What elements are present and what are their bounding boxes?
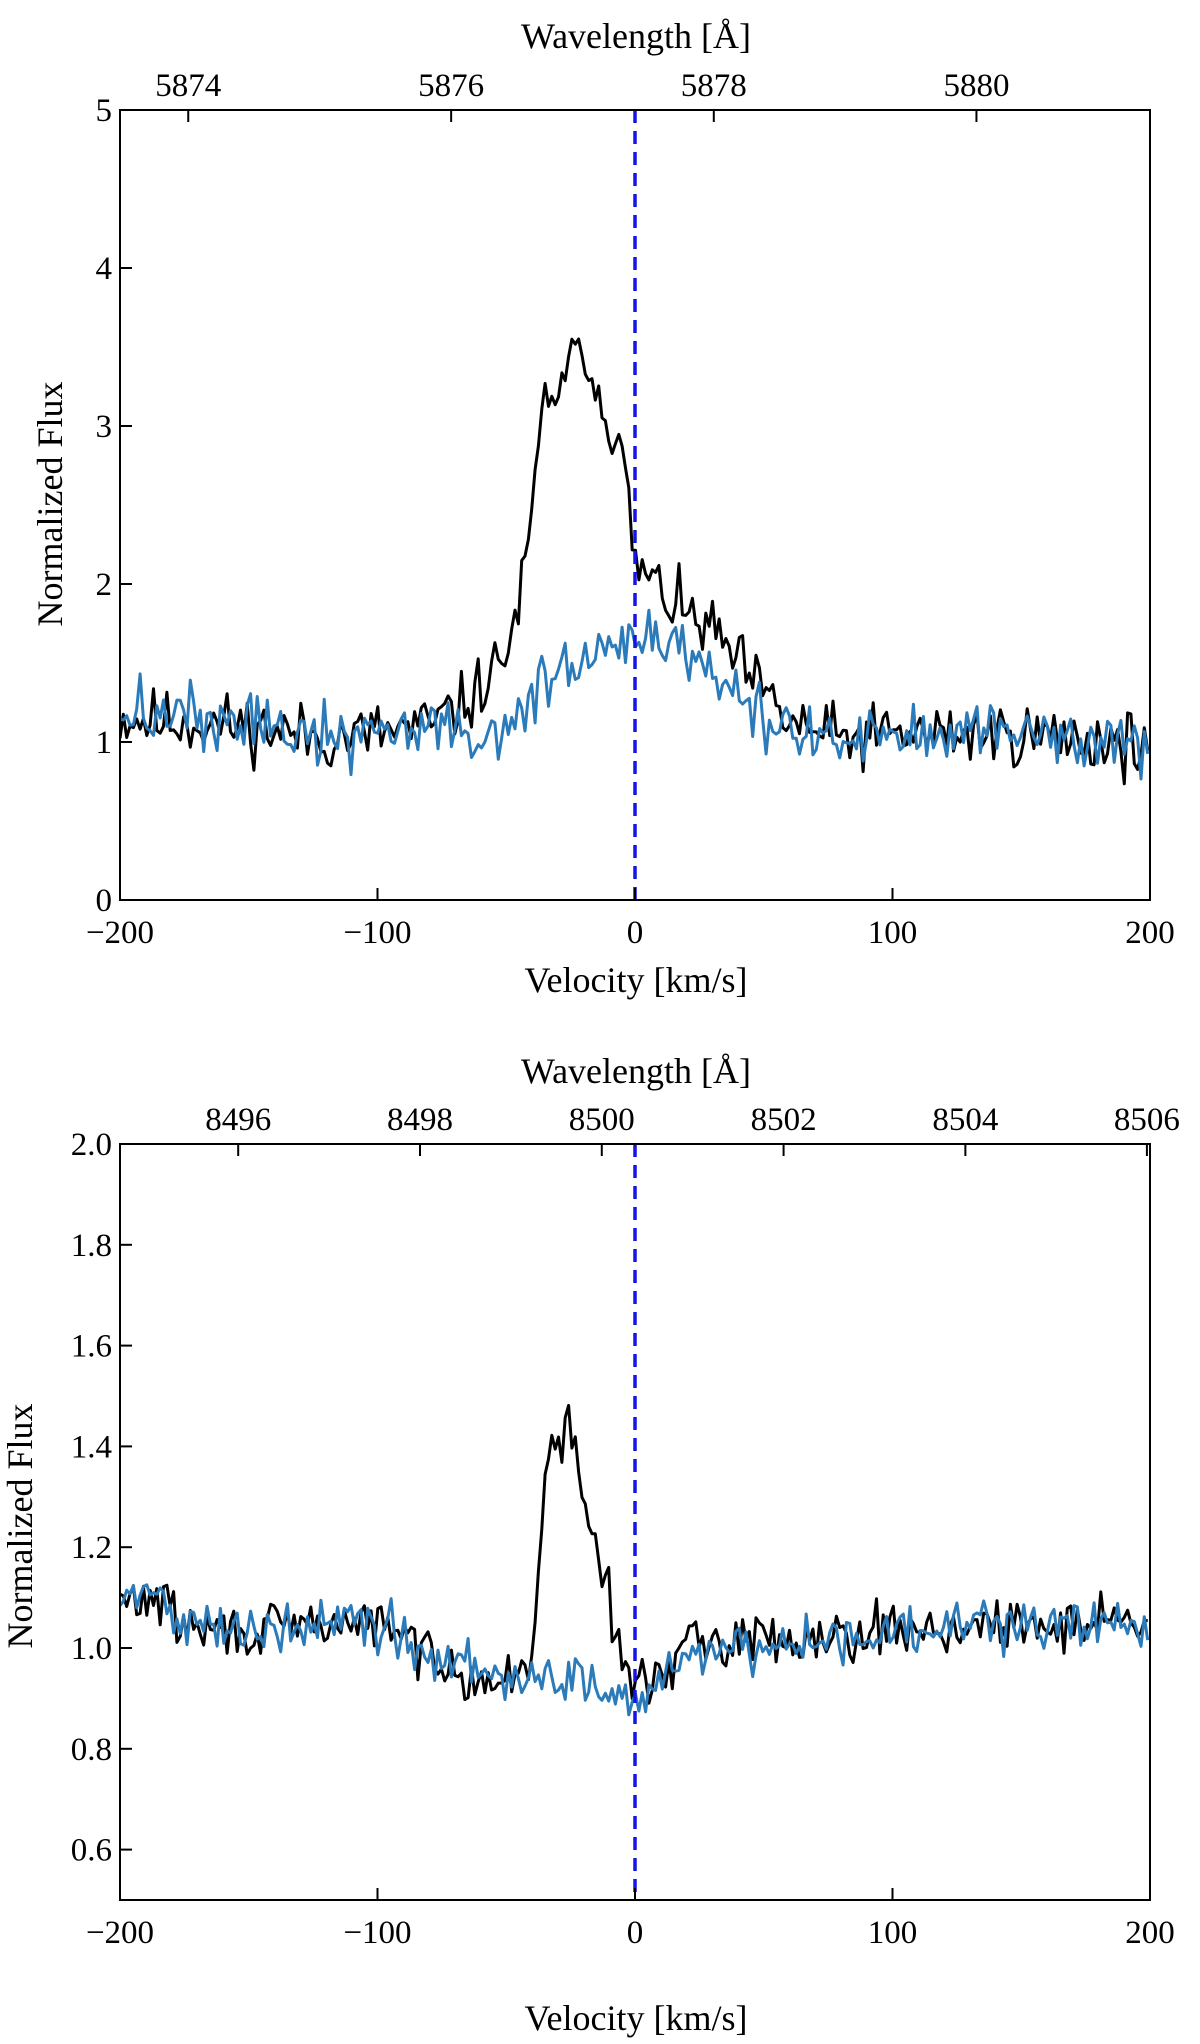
top-panel-top-axis-title: Wavelength [Å] [521, 16, 751, 56]
top-panel-top-tick-label: 5880 [943, 68, 1009, 104]
bottom-panel-ca-8498: −200 −100 0 100 200 8496 8498 8500 8502 8504 8506 0… [0, 1051, 1180, 2038]
top-panel-top-tick-label: 5876 [418, 68, 484, 104]
bottom-panel-x-tick-label: −200 [86, 1915, 154, 1951]
bottom-panel-y-tick-label: 1.0 [71, 1631, 112, 1667]
top-panel-x-tick-label: −200 [86, 915, 154, 951]
top-panel-x-tick-label: 100 [868, 915, 918, 951]
bottom-panel-top-axis-title: Wavelength [Å] [521, 1051, 751, 1091]
bottom-panel-top-tick-label: 8502 [751, 1102, 817, 1138]
top-panel-x-tick-label: 0 [627, 915, 644, 951]
bottom-panel-top-tick-label: 8500 [569, 1102, 635, 1138]
bottom-panel-series-black [120, 1403, 1148, 1705]
top-panel-x-tick-label: 200 [1125, 915, 1175, 951]
top-panel-x-axis-title: Velocity [km/s] [525, 960, 748, 1000]
top-panel-y-tick-label: 3 [96, 409, 113, 445]
bottom-panel-x-tick-label: 100 [868, 1915, 918, 1951]
bottom-panel-y-tick-label: 0.6 [71, 1833, 112, 1869]
bottom-panel-y-tick-label: 1.6 [71, 1329, 112, 1365]
bottom-panel-x-tick-label: −100 [343, 1915, 411, 1951]
top-panel-y-tick-label: 5 [96, 93, 113, 129]
top-panel-y-tick-label: 0 [96, 883, 113, 919]
bottom-panel-x-tick-label: 200 [1125, 1915, 1175, 1951]
top-panel-y-axis-title: Normalized Flux [30, 382, 70, 627]
bottom-panel-y-axis-title: Normalized Flux [0, 1404, 40, 1649]
bottom-panel-y-tick-label: 1.8 [71, 1228, 112, 1264]
top-panel-y-tick-label: 1 [96, 725, 113, 761]
bottom-panel-plot-area [120, 1144, 1150, 1900]
bottom-panel-y-tick-label: 1.2 [71, 1530, 112, 1566]
bottom-panel-y-tick-label: 2.0 [71, 1127, 112, 1163]
top-panel-he-5876: −200 −100 0 100 200 5874 5876 5878 5880 0 1 2 3 4 5 Wa… [30, 16, 1175, 1000]
bottom-panel-top-tick-label: 8498 [387, 1102, 453, 1138]
top-panel-x-tick-label: −100 [343, 915, 411, 951]
bottom-panel-axes: −200 −100 0 100 200 8496 8498 8500 8502 8504 8506 0… [71, 1102, 1180, 1951]
top-panel-y-tick-label: 2 [96, 567, 113, 603]
bottom-panel-y-tick-label: 1.4 [71, 1429, 112, 1465]
top-panel-plot-area [120, 110, 1150, 900]
bottom-panel-x-tick-label: 0 [627, 1915, 644, 1951]
bottom-panel-x-axis-title: Velocity [km/s] [525, 1998, 748, 2038]
bottom-panel-top-tick-label: 8504 [932, 1102, 998, 1138]
top-panel-top-tick-label: 5878 [681, 68, 747, 104]
bottom-panel-y-tick-label: 0.8 [71, 1732, 112, 1768]
bottom-panel-top-tick-label: 8496 [205, 1102, 271, 1138]
top-panel-axes: −200 −100 0 100 200 5874 5876 5878 5880 0 1 2 3 4 5 [86, 68, 1175, 951]
top-panel-top-tick-label: 5874 [155, 68, 221, 104]
top-panel-y-tick-label: 4 [96, 251, 113, 287]
bottom-panel-top-tick-label: 8506 [1114, 1102, 1180, 1138]
